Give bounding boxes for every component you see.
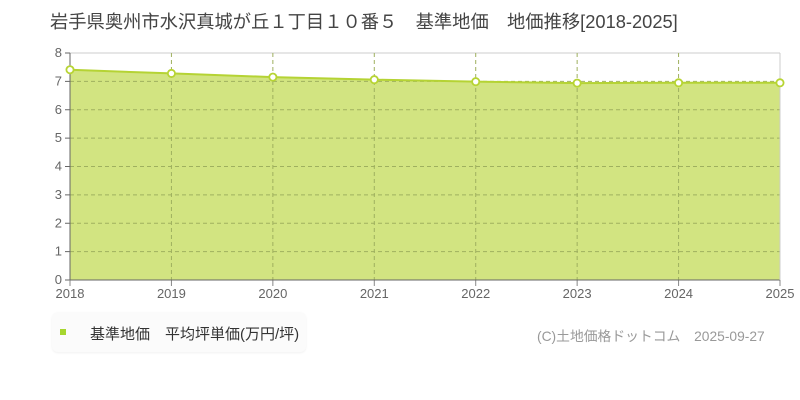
svg-text:2025: 2025 [766, 286, 795, 301]
svg-text:8: 8 [55, 45, 62, 60]
svg-text:2023: 2023 [563, 286, 592, 301]
svg-text:1: 1 [55, 244, 62, 259]
svg-text:3: 3 [55, 187, 62, 202]
svg-text:2021: 2021 [360, 286, 389, 301]
svg-text:2018: 2018 [56, 286, 85, 301]
svg-text:0: 0 [55, 272, 62, 287]
svg-text:2020: 2020 [258, 286, 287, 301]
svg-text:5: 5 [55, 130, 62, 145]
svg-text:2022: 2022 [461, 286, 490, 301]
svg-text:6: 6 [55, 102, 62, 117]
svg-text:2024: 2024 [664, 286, 693, 301]
svg-text:4: 4 [55, 159, 62, 174]
svg-text:2: 2 [55, 215, 62, 230]
svg-text:2019: 2019 [157, 286, 186, 301]
svg-text:7: 7 [55, 73, 62, 88]
